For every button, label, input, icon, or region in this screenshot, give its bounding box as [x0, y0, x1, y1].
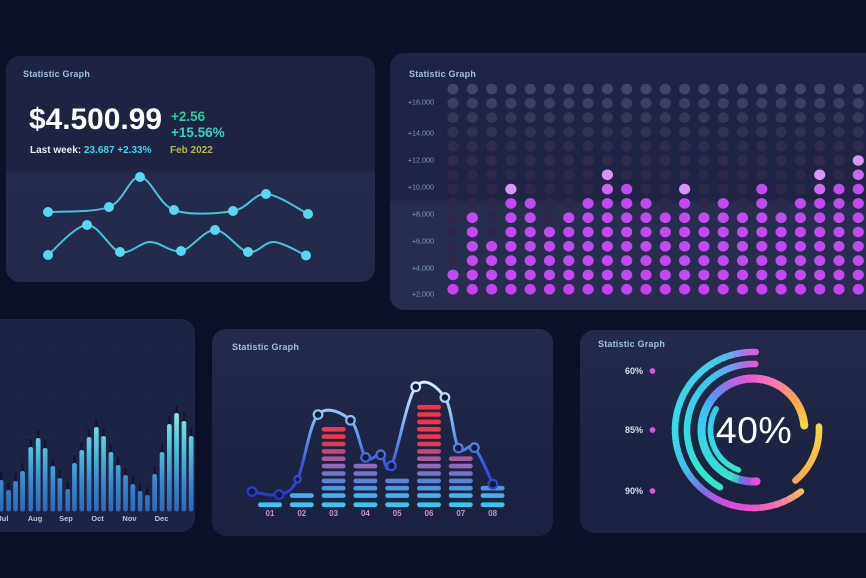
- svg-text:Statistic Graph: Statistic Graph: [598, 339, 665, 349]
- svg-text:Last week: 23.687 +2.33%: Last week: 23.687 +2.33%: [30, 145, 152, 156]
- svg-text:+2.56: +2.56: [171, 109, 206, 124]
- svg-text:+14,000: +14,000: [408, 129, 434, 138]
- svg-text:40%: 40%: [716, 409, 793, 451]
- svg-text:02: 02: [297, 509, 306, 518]
- svg-text:+12,000: +12,000: [408, 156, 434, 165]
- svg-text:+16,000: +16,000: [408, 98, 434, 107]
- svg-text:06: 06: [425, 509, 434, 518]
- svg-text:Statistic Graph: Statistic Graph: [23, 69, 90, 79]
- svg-text:+2,000: +2,000: [412, 290, 434, 299]
- svg-text:+8,000: +8,000: [412, 210, 434, 219]
- svg-text:60%: 60%: [625, 366, 643, 376]
- svg-text:Dec: Dec: [155, 514, 169, 523]
- svg-text:Oct: Oct: [91, 514, 104, 523]
- svg-text:+10,000: +10,000: [408, 183, 434, 192]
- svg-text:04: 04: [361, 509, 370, 518]
- svg-text:05: 05: [393, 509, 402, 518]
- svg-text:08: 08: [488, 509, 497, 518]
- svg-text:+4,000: +4,000: [412, 264, 434, 273]
- svg-text:+15.56%: +15.56%: [171, 125, 225, 140]
- svg-text:Nov: Nov: [122, 514, 137, 523]
- svg-text:Feb 2022: Feb 2022: [170, 145, 213, 156]
- svg-text:Statistic Graph: Statistic Graph: [232, 342, 299, 352]
- svg-text:03: 03: [329, 509, 338, 518]
- svg-text:90%: 90%: [625, 486, 643, 496]
- svg-text:85%: 85%: [625, 425, 643, 435]
- svg-text:Sep: Sep: [59, 514, 73, 523]
- svg-text:Statistic Graph: Statistic Graph: [409, 69, 476, 79]
- svg-text:Aug: Aug: [28, 514, 43, 523]
- svg-text:Jul: Jul: [0, 514, 8, 523]
- svg-text:+6,000: +6,000: [412, 237, 434, 246]
- svg-text:01: 01: [266, 509, 275, 518]
- svg-text:07: 07: [456, 509, 465, 518]
- svg-text:$4.500.99: $4.500.99: [29, 103, 162, 136]
